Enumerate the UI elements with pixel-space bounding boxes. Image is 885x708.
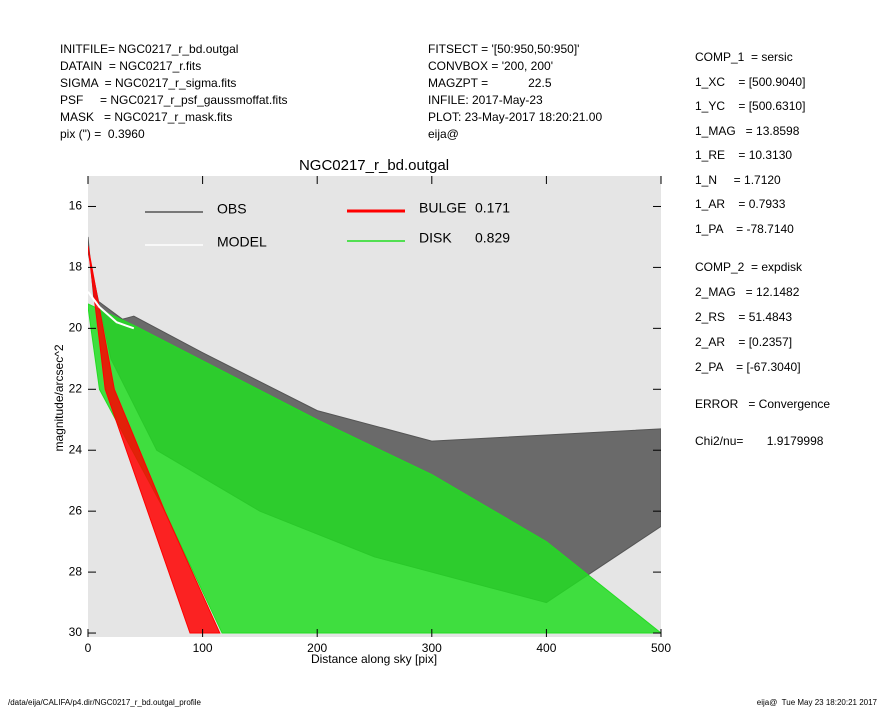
- profile-band: [88, 303, 661, 634]
- y-tick-label: 20: [69, 321, 83, 335]
- fit-parameter: ERROR = Convergence: [695, 397, 830, 411]
- fit-parameter: 1_YC = [500.6310]: [695, 99, 805, 113]
- y-tick-label: 26: [69, 503, 83, 517]
- legend-label: BULGE: [419, 200, 466, 216]
- legend-fraction: 0.829: [475, 230, 510, 246]
- y-tick-label: 22: [69, 381, 83, 395]
- plot-area: [88, 236, 661, 634]
- fit-parameter: 1_XC = [500.9040]: [695, 75, 805, 89]
- fit-parameter: 1_MAG = 13.8598: [695, 124, 800, 138]
- legend-label: OBS: [217, 201, 247, 217]
- header-left-line: INITFILE= NGC0217_r_bd.outgal: [60, 42, 238, 56]
- fit-parameter: 2_AR = [0.2357]: [695, 335, 792, 349]
- profile-band: [88, 245, 221, 634]
- fit-parameter: 1_AR = 0.7933: [695, 197, 786, 211]
- fit-parameter: 1_PA = -78.7140: [695, 222, 794, 236]
- y-tick-label: 28: [69, 564, 83, 578]
- fit-parameter: COMP_1 = sersic: [695, 50, 793, 64]
- x-tick-label: 200: [307, 641, 327, 655]
- legend-fraction: 0.171: [475, 200, 510, 216]
- x-tick-label: 100: [193, 641, 213, 655]
- fit-parameter: 2_RS = 51.4843: [695, 310, 792, 324]
- y-tick-label: 24: [69, 442, 83, 456]
- y-axis-label: magnitude/arcsec^2: [52, 344, 66, 451]
- header-middle-line: FITSECT = '[50:950,50:950]': [428, 42, 579, 56]
- fit-parameter: Chi2/nu= 1.9179998: [695, 434, 824, 448]
- fit-parameter: COMP_2 = expdisk: [695, 260, 803, 274]
- x-axis-label: Distance along sky [pix]: [311, 652, 437, 666]
- header-left-line: DATAIN = NGC0217_r.fits: [60, 59, 201, 73]
- header-middle-line: PLOT: 23-May-2017 18:20:21.00: [428, 110, 602, 124]
- y-tick-label: 30: [69, 625, 83, 639]
- legend-label: MODEL: [217, 234, 267, 250]
- fit-parameter: 1_N = 1.7120: [695, 173, 781, 187]
- header-left-line: MASK = NGC0217_r_mask.fits: [60, 110, 232, 124]
- header-middle-line: MAGZPT = 22.5: [428, 76, 552, 90]
- fit-parameter: 2_PA = [-67.3040]: [695, 360, 801, 374]
- x-tick-label: 300: [422, 641, 442, 655]
- fit-parameter: 2_MAG = 12.1482: [695, 285, 800, 299]
- fit-parameter: 1_RE = 10.3130: [695, 148, 792, 162]
- footer-stamp: eija@ Tue May 23 18:20:21 2017: [757, 698, 878, 707]
- y-tick-label: 16: [69, 199, 83, 213]
- header-left-line: SIGMA = NGC0217_r_sigma.fits: [60, 76, 236, 90]
- header-middle-line: INFILE: 2017-May-23: [428, 93, 543, 107]
- footer-path: /data/eija/CALIFA/p4.dir/NGC0217_r_bd.ou…: [8, 698, 202, 707]
- x-tick-label: 500: [651, 641, 671, 655]
- header-left-line: pix (") = 0.3960: [60, 127, 145, 141]
- y-tick-label: 18: [69, 260, 83, 274]
- header-middle-line: CONVBOX = '200, 200': [428, 59, 553, 73]
- header-middle-line: eija@: [428, 127, 459, 141]
- legend-label: DISK: [419, 230, 452, 246]
- model-line: [88, 291, 135, 330]
- header-left-line: PSF = NGC0217_r_psf_gaussmoffat.fits: [60, 93, 288, 107]
- x-tick-label: 400: [536, 641, 556, 655]
- x-tick-label: 0: [85, 641, 92, 655]
- chart-title: NGC0217_r_bd.outgal: [299, 157, 449, 174]
